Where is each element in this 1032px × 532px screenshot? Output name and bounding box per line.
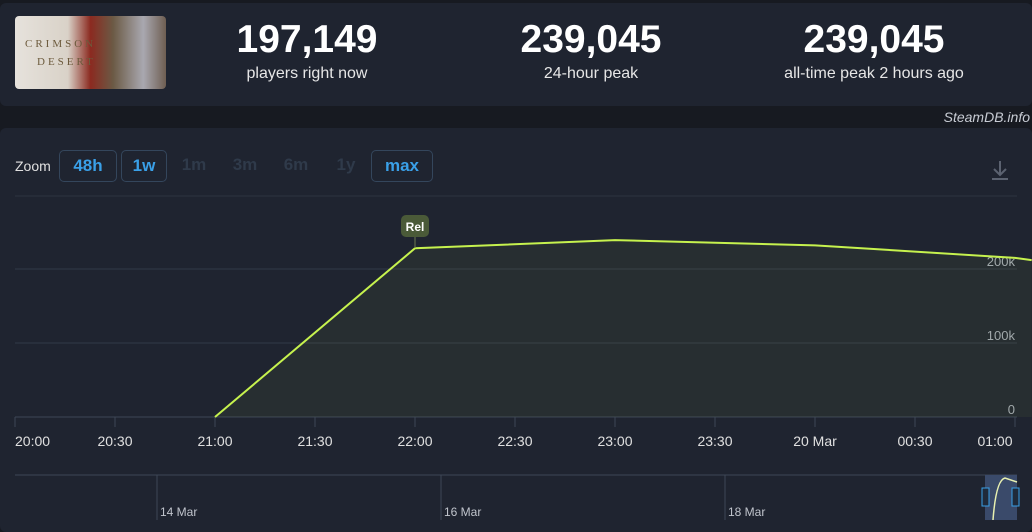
steamdb-credit[interactable]: SteamDB.info bbox=[943, 109, 1030, 125]
area-fill bbox=[215, 240, 1032, 417]
download-icon[interactable] bbox=[988, 158, 1012, 182]
x-tick-label: 22:00 bbox=[397, 433, 432, 449]
zoom-max-button[interactable]: max bbox=[371, 150, 433, 182]
release-flag-label: Rel bbox=[406, 220, 425, 234]
zoom-1y-button: 1y bbox=[336, 155, 356, 174]
x-tick-label: 00:30 bbox=[897, 433, 932, 449]
stat-24h-peak: 239,045 24-hour peak bbox=[520, 18, 662, 82]
zoom-label: Zoom bbox=[15, 158, 51, 174]
x-tick-label: 20:30 bbox=[97, 433, 132, 449]
x-tick-label: 22:30 bbox=[497, 433, 532, 449]
game-cover-image[interactable]: CRIMSON DESERT bbox=[15, 16, 166, 89]
navigator-date-label: 18 Mar bbox=[728, 505, 765, 519]
x-tick-label: 23:00 bbox=[597, 433, 632, 449]
chart-panel bbox=[0, 128, 1032, 532]
x-tick-label: 01:00 bbox=[977, 433, 1012, 449]
x-tick-label: 20 Mar bbox=[793, 433, 837, 449]
navigator-left-handle[interactable] bbox=[981, 487, 990, 507]
navigator-right-handle[interactable] bbox=[1011, 487, 1020, 507]
navigator-line bbox=[992, 477, 1018, 521]
y-tick-label: 0 bbox=[1008, 402, 1015, 417]
y-tick-label: 100k bbox=[987, 328, 1016, 343]
navigator-date-label: 14 Mar bbox=[160, 505, 197, 519]
stat-all-time-peak: 239,045 all-time peak 2 hours ago bbox=[784, 18, 964, 82]
cover-logo-line: CRIMSON bbox=[25, 38, 97, 50]
zoom-6m-button: 6m bbox=[283, 155, 309, 174]
x-tick-label: 20:00 bbox=[15, 433, 50, 449]
player-count-line bbox=[214, 239, 1032, 418]
x-tick-label: 21:30 bbox=[297, 433, 332, 449]
stats-header bbox=[0, 3, 1032, 106]
zoom-1w-button[interactable]: 1w bbox=[121, 150, 167, 182]
x-tick-label: 23:30 bbox=[697, 433, 732, 449]
navigator-date-label: 16 Mar bbox=[444, 505, 481, 519]
zoom-48h-button[interactable]: 48h bbox=[59, 150, 117, 182]
zoom-3m-button: 3m bbox=[232, 155, 258, 174]
zoom-1m-button: 1m bbox=[181, 155, 207, 174]
x-tick-label: 21:00 bbox=[197, 433, 232, 449]
stat-current-players: 197,149 players right now bbox=[236, 18, 378, 82]
release-flag bbox=[401, 215, 429, 237]
cover-logo-line: DESERT bbox=[37, 56, 96, 68]
